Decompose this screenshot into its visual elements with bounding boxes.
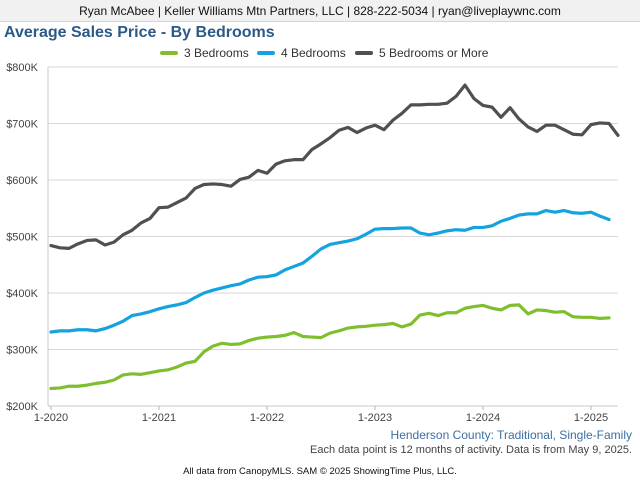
legend-swatch-3-bedrooms <box>160 51 178 55</box>
agent-contact-bar: Ryan McAbee | Keller Williams Mtn Partne… <box>0 0 640 22</box>
x-tick-label: 1-2021 <box>142 412 176 424</box>
y-tick-label: $400K <box>6 288 38 300</box>
axes-layer <box>47 67 618 410</box>
legend-swatch-5-bedrooms-or-more <box>355 51 373 55</box>
legend-item-3-bedrooms: 3 Bedrooms <box>160 45 249 61</box>
x-tick-label: 1-2025 <box>574 412 608 424</box>
legend-label-5-bedrooms-or-more: 5 Bedrooms or More <box>379 46 489 60</box>
y-tick-label: $800K <box>6 62 38 74</box>
legend-item-4-bedrooms: 4 Bedrooms <box>257 45 346 61</box>
legend-label-3-bedrooms: 3 Bedrooms <box>184 46 249 60</box>
source-credit: All data from CanopyMLS. SAM © 2025 Show… <box>183 466 457 477</box>
y-tick-label: $700K <box>6 119 38 131</box>
series-5-bedrooms-or-more-line <box>49 83 620 250</box>
gridlines-layer <box>48 66 618 407</box>
region-caption: Henderson County: Traditional, Single-Fa… <box>390 428 632 442</box>
labels-layer: $200K $300K $400K $500K $600K $700K $800K 1-202… <box>6 62 608 424</box>
x-tick-label: 1-2020 <box>34 412 68 424</box>
chart-legend: 3 Bedrooms 4 Bedrooms 5 Bedrooms or More <box>0 45 640 61</box>
y-tick-label: $600K <box>6 175 38 187</box>
x-tick-label: 1-2022 <box>250 412 284 424</box>
y-tick-label: $200K <box>6 401 38 413</box>
series-layer <box>49 83 620 391</box>
legend-item-5-bedrooms-or-more: 5 Bedrooms or More <box>355 45 488 61</box>
legend-label-4-bedrooms: 4 Bedrooms <box>281 46 346 60</box>
data-note: Each data point is 12 months of activity… <box>309 444 632 456</box>
y-tick-label: $500K <box>6 232 38 244</box>
chart-title: Average Sales Price - By Bedrooms <box>4 24 275 41</box>
agent-contact-text: Ryan McAbee | Keller Williams Mtn Partne… <box>79 4 561 18</box>
series-4-bedrooms-line <box>49 208 611 334</box>
legend-swatch-4-bedrooms <box>257 51 275 55</box>
x-tick-label: 1-2024 <box>466 412 500 424</box>
y-tick-label: $300K <box>6 345 38 357</box>
x-tick-label: 1-2023 <box>358 412 392 424</box>
series-3-bedrooms-line <box>49 303 611 391</box>
